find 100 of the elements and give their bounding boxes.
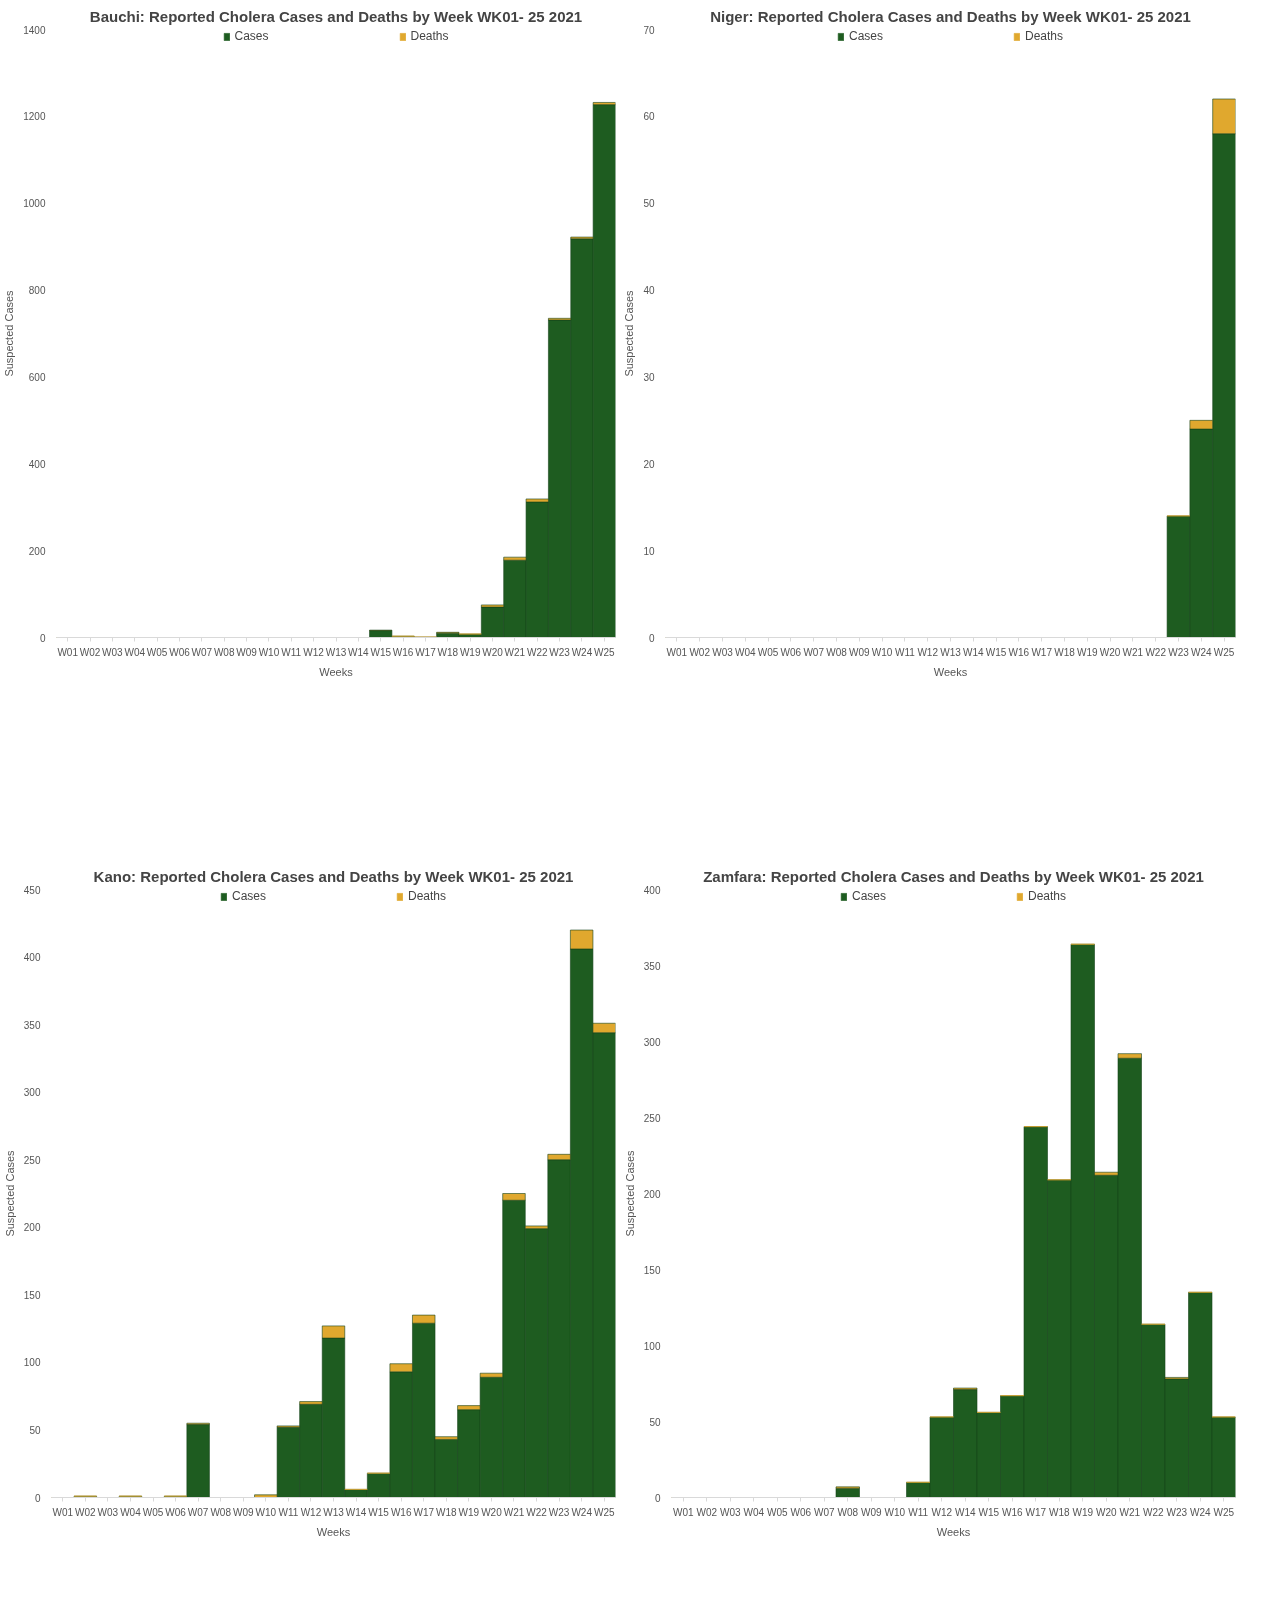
y-tick-label: 250 xyxy=(23,1154,41,1166)
y-tick-label: 400 xyxy=(643,884,661,896)
x-tick-label: W02 xyxy=(75,1506,97,1518)
x-tick-label: W10 xyxy=(884,1506,906,1518)
y-tick-label: 600 xyxy=(28,371,46,383)
y-tick-label: 60 xyxy=(643,111,655,123)
y-tick-label: 400 xyxy=(23,952,41,964)
x-tick-label: W09 xyxy=(232,1506,254,1518)
x-tick-label: W19 xyxy=(458,1506,480,1518)
x-tick-label: W20 xyxy=(481,1506,503,1518)
y-tick-label: 250 xyxy=(643,1112,661,1124)
legend-label: Deaths xyxy=(1027,889,1067,903)
x-tick-label: W18 xyxy=(1054,646,1076,658)
x-tick-label: W16 xyxy=(1008,646,1030,658)
x-tick-label: W15 xyxy=(985,646,1007,658)
x-tick-label: W05 xyxy=(757,646,779,658)
x-tick-label: W14 xyxy=(348,646,370,658)
legend-label: Deaths xyxy=(407,889,447,903)
y-tick-label: 150 xyxy=(23,1289,41,1301)
chart-title: Kano: Reported Cholera Cases and Deaths by Week WK01- 25 2021 xyxy=(93,867,574,885)
x-tick-label: W06 xyxy=(790,1506,812,1518)
x-tick-label: W19 xyxy=(459,646,481,658)
legend-label: Deaths xyxy=(410,29,449,43)
x-tick-label: W15 xyxy=(370,646,392,658)
y-tick-label: 800 xyxy=(28,285,46,297)
x-tick-label: W24 xyxy=(571,646,593,658)
x-tick-label: W01 xyxy=(666,646,688,658)
x-tick-label: W21 xyxy=(503,1506,525,1518)
x-tick-label: W04 xyxy=(120,1506,142,1518)
y-tick-label: 100 xyxy=(23,1357,41,1369)
legend-label: Cases xyxy=(231,889,266,903)
x-tick-label: W25 xyxy=(593,1506,615,1518)
x-tick-label: W12 xyxy=(917,646,939,658)
x-tick-label: W07 xyxy=(187,1506,209,1518)
x-tick-label: W09 xyxy=(236,646,258,658)
x-tick-label: W08 xyxy=(210,1506,232,1518)
chart-title: Bauchi: Reported Cholera Cases and Deaths by Week WK01- 25 2021 xyxy=(89,7,583,25)
x-tick-label: W20 xyxy=(1095,1506,1117,1518)
y-tick-label: 40 xyxy=(643,285,655,297)
x-tick-label: W21 xyxy=(1122,646,1144,658)
y-tick-label: 100 xyxy=(643,1340,661,1352)
x-tick-label: W02 xyxy=(79,646,101,658)
x-tick-label: W24 xyxy=(571,1506,593,1518)
x-axis-title: Weeks xyxy=(933,665,968,678)
x-tick-label: W13 xyxy=(323,1506,345,1518)
x-tick-label: W08 xyxy=(826,646,848,658)
chart-title: Zamfara: Reported Cholera Cases and Deaths by Week WK01- 25 2021 xyxy=(703,867,1204,885)
x-tick-label: W08 xyxy=(837,1506,859,1518)
x-tick-label: W01 xyxy=(672,1506,694,1518)
x-tick-label: W14 xyxy=(954,1506,976,1518)
x-tick-label: W24 xyxy=(1191,646,1213,658)
x-tick-label: W17 xyxy=(415,646,437,658)
y-tick-label: 0 xyxy=(654,1492,661,1504)
x-tick-label: W22 xyxy=(1142,1506,1164,1518)
x-tick-label: W18 xyxy=(436,1506,458,1518)
x-tick-label: W03 xyxy=(712,646,734,658)
y-tick-label: 1000 xyxy=(23,198,46,210)
x-tick-label: W18 xyxy=(437,646,459,658)
legend-label: Cases xyxy=(848,29,883,43)
x-tick-label: W12 xyxy=(300,1506,322,1518)
x-tick-label: W01 xyxy=(57,646,79,658)
x-tick-label: W09 xyxy=(860,1506,882,1518)
x-tick-label: W03 xyxy=(719,1506,741,1518)
y-tick-label: 50 xyxy=(29,1424,41,1436)
x-axis-title: Weeks xyxy=(936,1525,971,1538)
x-tick-label: W05 xyxy=(146,646,168,658)
x-tick-label: W20 xyxy=(1099,646,1121,658)
x-tick-label: W11 xyxy=(278,1506,299,1518)
x-tick-label: W17 xyxy=(1031,646,1053,658)
y-tick-label: 50 xyxy=(649,1416,661,1428)
y-tick-label: 300 xyxy=(643,1036,661,1048)
y-axis-title: Suspected Cases xyxy=(3,289,16,377)
y-axis-title: Suspected Cases xyxy=(623,1149,636,1237)
x-tick-label: W25 xyxy=(1213,1506,1235,1518)
y-tick-label: 300 xyxy=(23,1087,41,1099)
y-tick-label: 10 xyxy=(643,545,655,557)
x-tick-label: W06 xyxy=(169,646,191,658)
y-tick-label: 200 xyxy=(28,545,46,557)
x-tick-label: W09 xyxy=(849,646,871,658)
x-tick-label: W06 xyxy=(165,1506,187,1518)
y-tick-label: 400 xyxy=(28,458,46,470)
x-tick-label: W16 xyxy=(1001,1506,1023,1518)
y-tick-label: 70 xyxy=(643,24,655,36)
x-tick-label: W19 xyxy=(1072,1506,1094,1518)
x-tick-label: W16 xyxy=(390,1506,412,1518)
x-tick-label: W22 xyxy=(1145,646,1167,658)
x-tick-label: W03 xyxy=(97,1506,119,1518)
x-tick-label: W04 xyxy=(124,646,146,658)
x-tick-label: W04 xyxy=(743,1506,765,1518)
legend-label: Deaths xyxy=(1024,29,1064,43)
x-tick-label: W10 xyxy=(871,646,893,658)
x-axis-title: Weeks xyxy=(319,665,354,678)
x-tick-label: W08 xyxy=(213,646,235,658)
x-tick-label: W07 xyxy=(813,1506,835,1518)
x-tick-label: W20 xyxy=(482,646,504,658)
legend-label: Cases xyxy=(234,29,269,43)
x-tick-label: W11 xyxy=(894,646,916,658)
y-tick-label: 150 xyxy=(643,1264,661,1276)
y-tick-label: 200 xyxy=(643,1188,661,1200)
x-tick-label: W22 xyxy=(526,646,548,658)
